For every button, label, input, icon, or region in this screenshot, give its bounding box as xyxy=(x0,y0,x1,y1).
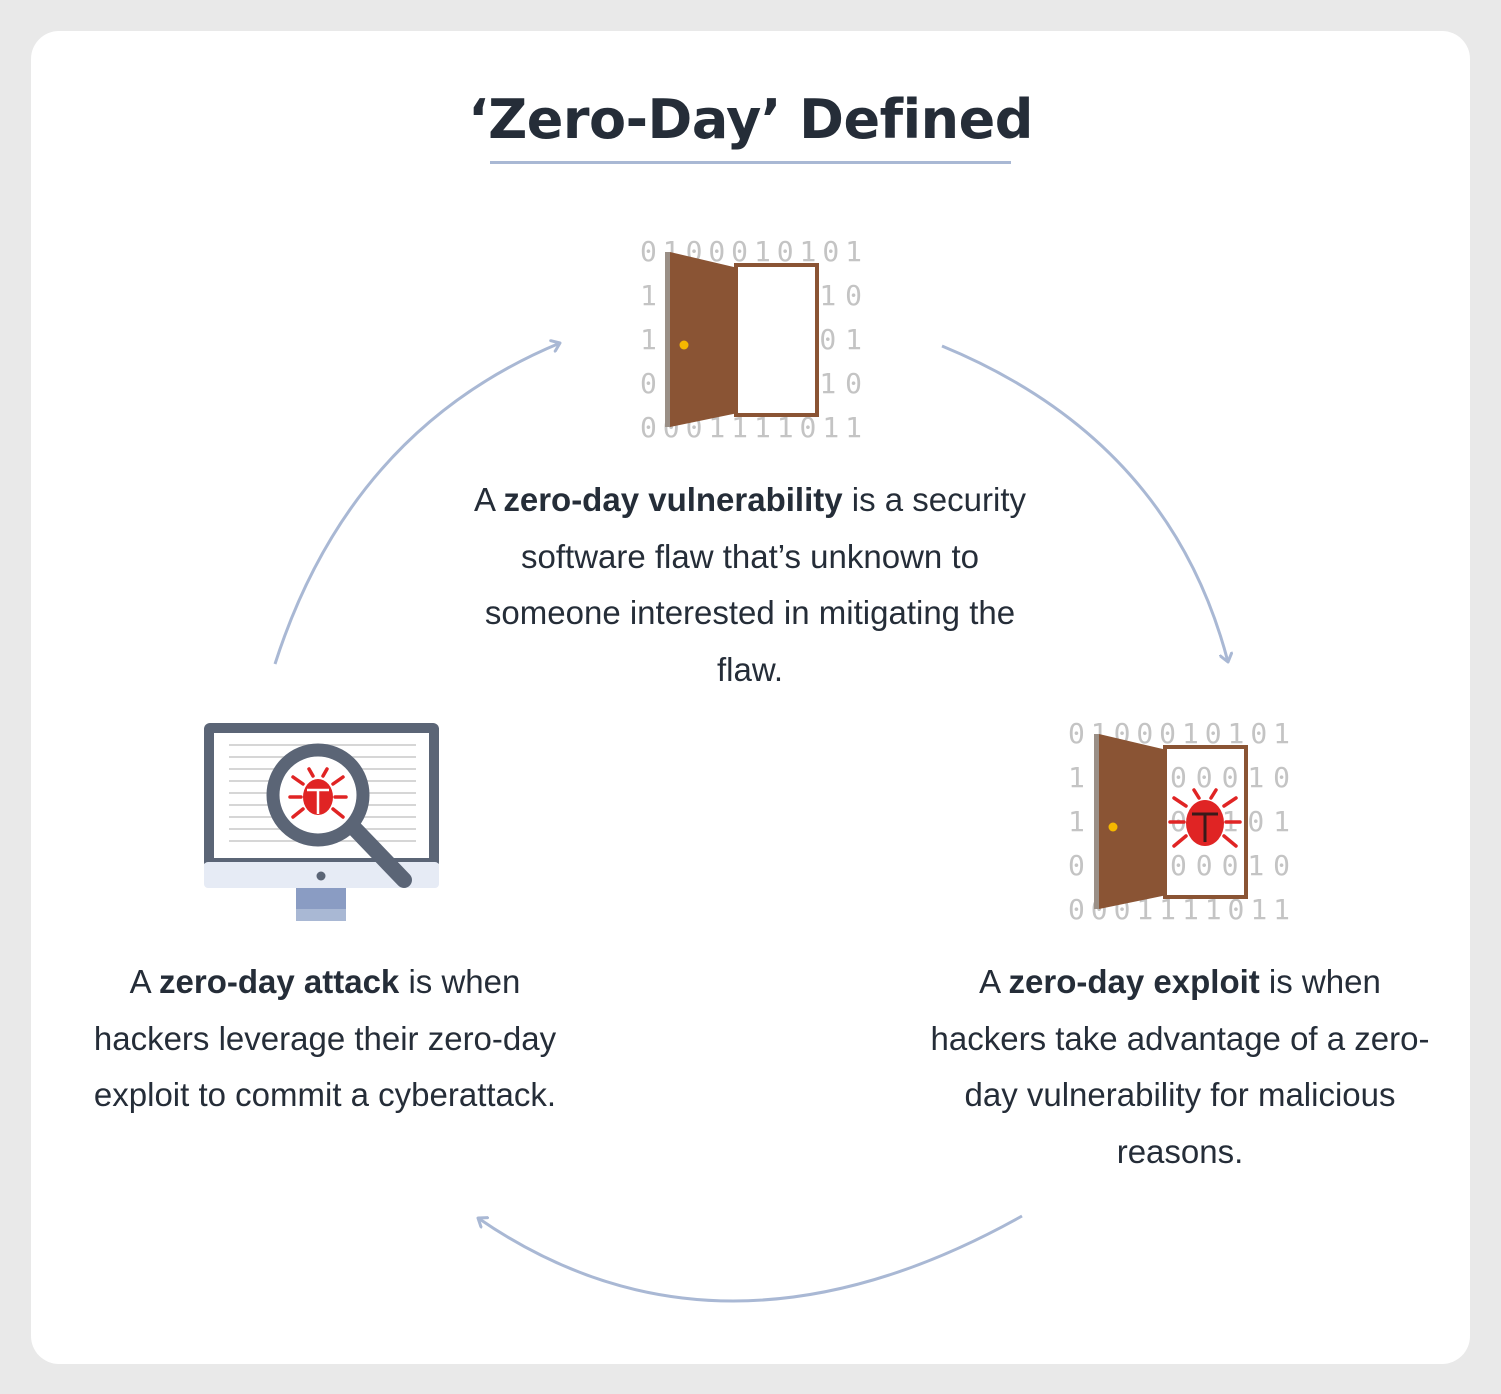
vulnerability-text: is a security software flaw that’s unkno… xyxy=(484,481,1026,688)
binary-row-3-left: 1 xyxy=(640,323,657,356)
door-panel xyxy=(670,252,738,427)
bug-icon xyxy=(1168,788,1242,848)
attack-term: zero-day attack xyxy=(159,963,400,1000)
exploit-prefix: A xyxy=(979,963,1009,1000)
binary-row-2-left: 1 xyxy=(1068,761,1085,794)
door-panel xyxy=(1099,734,1167,909)
monitor-bug-icon xyxy=(204,723,439,921)
exploit-text: is when hackers take advantage of a zero… xyxy=(930,963,1430,1170)
binary-row-3-left: 1 xyxy=(1068,805,1085,838)
arrow-vulnerability-to-exploit xyxy=(941,344,1228,662)
exploit-term: zero-day exploit xyxy=(1008,963,1260,1000)
door-edge xyxy=(1094,734,1099,909)
door-edge xyxy=(665,252,670,427)
binary-row-2-right: 00010 xyxy=(1170,761,1290,794)
binary-row-2-left: 1 xyxy=(640,279,657,312)
arrow-exploit-to-attack xyxy=(478,1214,1023,1303)
vulnerability-description: A zero-day vulnerability is a security s… xyxy=(470,472,1030,698)
attack-prefix: A xyxy=(129,963,160,1000)
monitor-neck xyxy=(296,888,346,909)
binary-row-4-left: 0 xyxy=(640,367,657,400)
door-knob xyxy=(1108,822,1118,832)
attack-description: A zero-day attack is when hackers levera… xyxy=(80,954,570,1124)
attack-text: is when hackers leverage their zero-day … xyxy=(93,963,557,1113)
magnifier-handle xyxy=(348,822,412,888)
door-knob xyxy=(679,340,689,350)
monitor-stand xyxy=(296,909,346,921)
door-frame xyxy=(734,263,819,417)
page-title: ‘Zero-Day’ Defined xyxy=(468,88,1033,151)
monitor-button xyxy=(316,871,326,881)
vulnerability-term: zero-day vulnerability xyxy=(503,481,843,518)
exploit-description: A zero-day exploit is when hackers take … xyxy=(930,954,1430,1180)
title-underline xyxy=(490,161,1011,164)
card xyxy=(31,31,1470,1364)
arrow-attack-to-vulnerability xyxy=(273,343,560,665)
binary-row-4-right: 00010 xyxy=(1170,849,1290,882)
bug-icon xyxy=(288,767,348,819)
vulnerability-prefix: A xyxy=(473,481,504,518)
binary-row-4-left: 0 xyxy=(1068,849,1085,882)
